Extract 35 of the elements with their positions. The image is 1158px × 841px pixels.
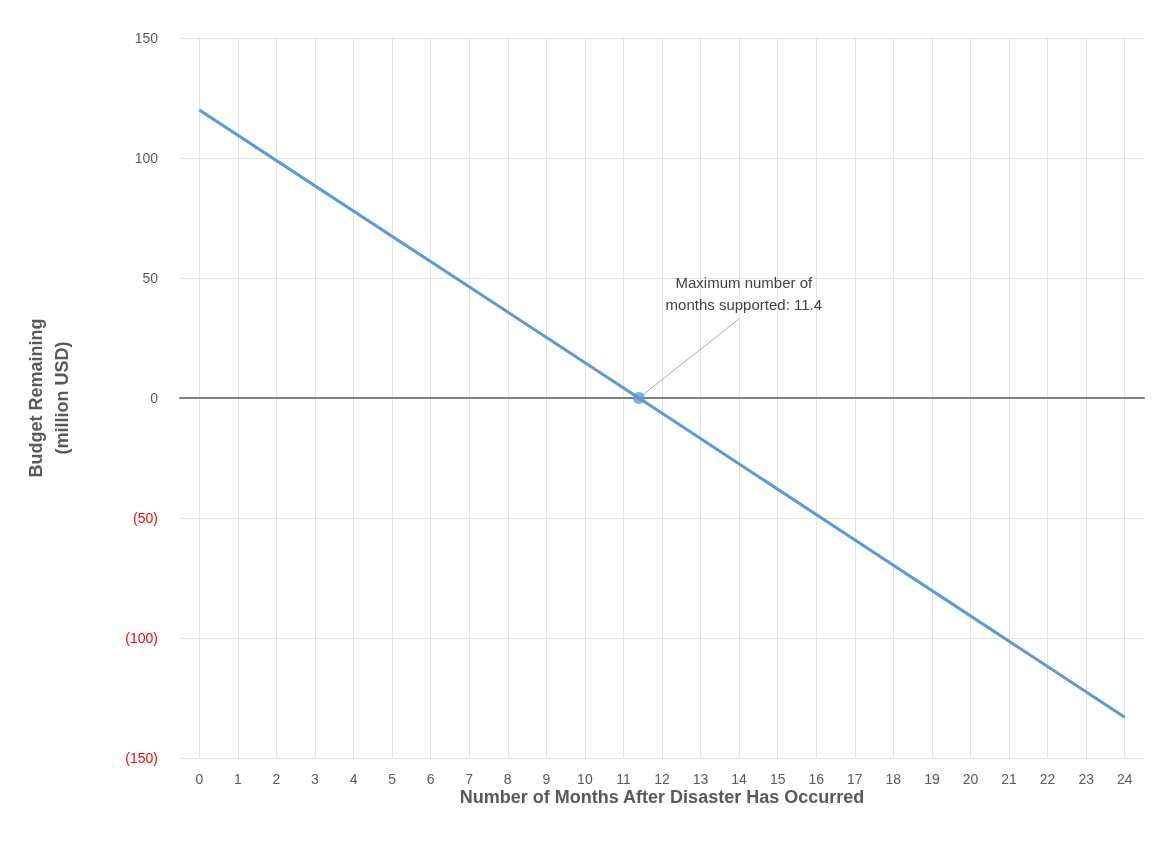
x-tick-label: 23	[1078, 771, 1095, 787]
x-tick-label: 5	[388, 771, 397, 787]
x-tick-label: 3	[311, 771, 320, 787]
x-tick-label: 7	[465, 771, 474, 787]
x-tick-label: 16	[808, 771, 825, 787]
x-tick-label: 22	[1039, 771, 1056, 787]
x-tick-label: 21	[1001, 771, 1018, 787]
x-tick-label: 24	[1116, 771, 1133, 787]
x-tick-label: 17	[847, 771, 863, 787]
x-tick-label: 12	[654, 771, 670, 787]
x-tick-label: 13	[692, 771, 709, 787]
x-tick-label: 2	[272, 771, 281, 787]
x-axis-title: Number of Months After Disaster Has Occurred	[459, 787, 865, 807]
x-tick-label: 9	[542, 771, 551, 787]
y-tick-label: (100)	[125, 630, 158, 646]
x-tick-label: 15	[769, 771, 786, 787]
x-tick-label: 0	[195, 771, 204, 787]
y-axis-title: Budget Remaining (million USD)	[26, 318, 72, 478]
y-tick-label: (50)	[133, 510, 158, 526]
x-tick-label: 19	[924, 771, 940, 787]
x-tick-label: 10	[577, 771, 593, 787]
x-tick-label: 4	[349, 771, 358, 787]
x-tick-label: 6	[426, 771, 435, 787]
annotation: Maximum number of months supported: 11.4	[665, 273, 823, 313]
y-tick-label: 50	[142, 270, 159, 286]
x-tick-label: 1	[233, 771, 242, 787]
x-tick-label: 8	[503, 771, 512, 787]
y-tick-label: (150)	[125, 750, 158, 766]
x-tick-label: 18	[885, 771, 902, 787]
y-tick-label: 150	[134, 30, 159, 46]
x-tick-label: 20	[962, 771, 979, 787]
x-tick-label: 11	[616, 771, 631, 787]
x-tick-label: 14	[731, 771, 748, 787]
y-tick-label: 100	[134, 150, 159, 166]
y-tick-label: 0	[150, 390, 159, 406]
